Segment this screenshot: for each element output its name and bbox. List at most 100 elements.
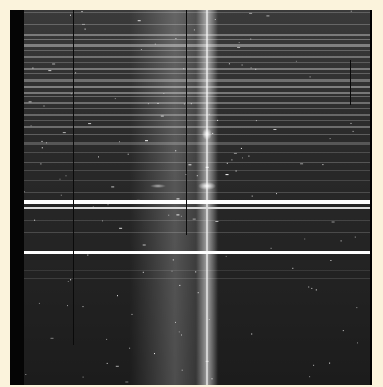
- cosmic-ray: [266, 15, 270, 17]
- cosmic-ray: [82, 23, 85, 25]
- cosmic-ray: [226, 162, 228, 164]
- cosmic-ray: [190, 103, 192, 105]
- cosmic-ray: [208, 113, 210, 115]
- cosmic-ray: [41, 147, 43, 149]
- cosmic-ray: [217, 119, 219, 121]
- cosmic-ray: [92, 206, 94, 208]
- cosmic-ray: [330, 260, 332, 261]
- cosmic-ray: [250, 38, 252, 40]
- cosmic-ray: [106, 362, 108, 364]
- cosmic-ray-hits: [24, 10, 358, 383]
- emission-blob: [198, 182, 216, 190]
- cosmic-ray: [255, 68, 257, 70]
- cosmic-ray: [185, 174, 187, 175]
- cosmic-ray: [163, 93, 165, 94]
- cosmic-ray: [179, 284, 181, 286]
- cosmic-ray: [28, 101, 32, 103]
- cosmic-ray: [160, 115, 164, 117]
- cosmic-ray: [329, 138, 331, 140]
- cosmic-ray: [114, 98, 116, 100]
- cosmic-ray: [342, 330, 344, 332]
- cosmic-ray: [340, 240, 342, 242]
- cosmic-ray: [24, 191, 25, 193]
- cosmic-ray: [354, 236, 356, 238]
- cosmic-ray: [125, 381, 129, 383]
- cosmic-ray: [225, 255, 227, 257]
- cosmic-ray: [251, 333, 253, 335]
- cosmic-ray: [32, 67, 34, 69]
- cosmic-ray: [81, 11, 83, 13]
- cosmic-ray: [311, 287, 313, 289]
- cosmic-ray: [43, 105, 45, 107]
- cosmic-ray: [176, 214, 180, 216]
- cosmic-ray: [237, 47, 241, 48]
- cosmic-ray: [88, 123, 92, 125]
- cosmic-ray: [107, 204, 109, 206]
- cosmic-ray: [82, 376, 84, 378]
- cosmic-ray: [70, 93, 72, 95]
- bright-sky-line: [24, 251, 370, 254]
- emission-blob: [150, 184, 166, 188]
- cosmic-ray: [102, 220, 103, 222]
- cosmic-ray: [142, 271, 144, 273]
- continuum-core: [206, 10, 208, 385]
- cosmic-ray: [225, 174, 229, 176]
- column-artifact: [186, 10, 187, 235]
- cosmic-ray: [350, 122, 352, 124]
- cosmic-ray: [276, 193, 277, 195]
- cosmic-ray: [140, 49, 142, 50]
- cosmic-ray: [84, 28, 86, 30]
- cosmic-ray: [117, 295, 118, 297]
- cosmic-ray: [119, 141, 120, 143]
- cosmic-ray: [41, 140, 43, 142]
- cosmic-ray: [82, 306, 84, 308]
- cosmic-ray: [30, 125, 32, 127]
- cosmic-ray: [48, 70, 52, 72]
- cosmic-ray: [309, 76, 311, 78]
- cosmic-ray: [250, 67, 252, 69]
- cosmic-ray: [46, 142, 47, 144]
- cosmic-ray: [168, 214, 170, 216]
- cosmic-ray: [273, 129, 277, 130]
- cosmic-ray: [131, 313, 133, 315]
- cosmic-ray: [212, 132, 214, 134]
- cosmic-ray: [183, 68, 185, 70]
- cosmic-ray: [235, 170, 237, 172]
- cosmic-ray: [356, 307, 358, 309]
- cosmic-ray: [270, 247, 272, 249]
- cosmic-ray: [240, 147, 242, 149]
- cosmic-ray: [60, 194, 62, 196]
- cosmic-ray: [65, 175, 67, 177]
- cosmic-ray: [98, 156, 99, 158]
- cosmic-ray: [192, 218, 196, 220]
- cosmic-ray: [59, 178, 61, 180]
- cosmic-ray: [129, 347, 131, 349]
- cosmic-ray: [241, 64, 243, 66]
- cosmic-ray: [309, 376, 311, 378]
- cosmic-ray: [180, 215, 182, 217]
- cosmic-ray: [175, 321, 176, 323]
- cosmic-ray: [211, 378, 213, 380]
- cosmic-ray: [25, 374, 27, 375]
- cosmic-ray: [313, 364, 315, 366]
- cosmic-ray: [176, 198, 180, 200]
- cosmic-ray: [181, 334, 182, 336]
- cosmic-ray: [308, 286, 310, 288]
- cosmic-ray: [40, 163, 42, 165]
- cosmic-ray: [70, 279, 72, 281]
- bright-sky-line: [24, 200, 370, 204]
- cosmic-ray: [62, 132, 66, 134]
- cosmic-ray: [352, 130, 354, 132]
- cosmic-ray: [106, 338, 108, 340]
- cosmic-ray: [154, 43, 156, 45]
- cosmic-ray: [87, 254, 89, 256]
- cosmic-ray: [171, 270, 173, 272]
- cosmic-ray: [193, 29, 195, 31]
- cosmic-ray: [183, 103, 185, 105]
- cosmic-ray: [228, 63, 230, 65]
- cosmic-ray: [136, 199, 140, 201]
- cosmic-ray: [178, 331, 180, 333]
- cosmic-ray: [322, 164, 324, 166]
- cosmic-ray: [208, 319, 210, 320]
